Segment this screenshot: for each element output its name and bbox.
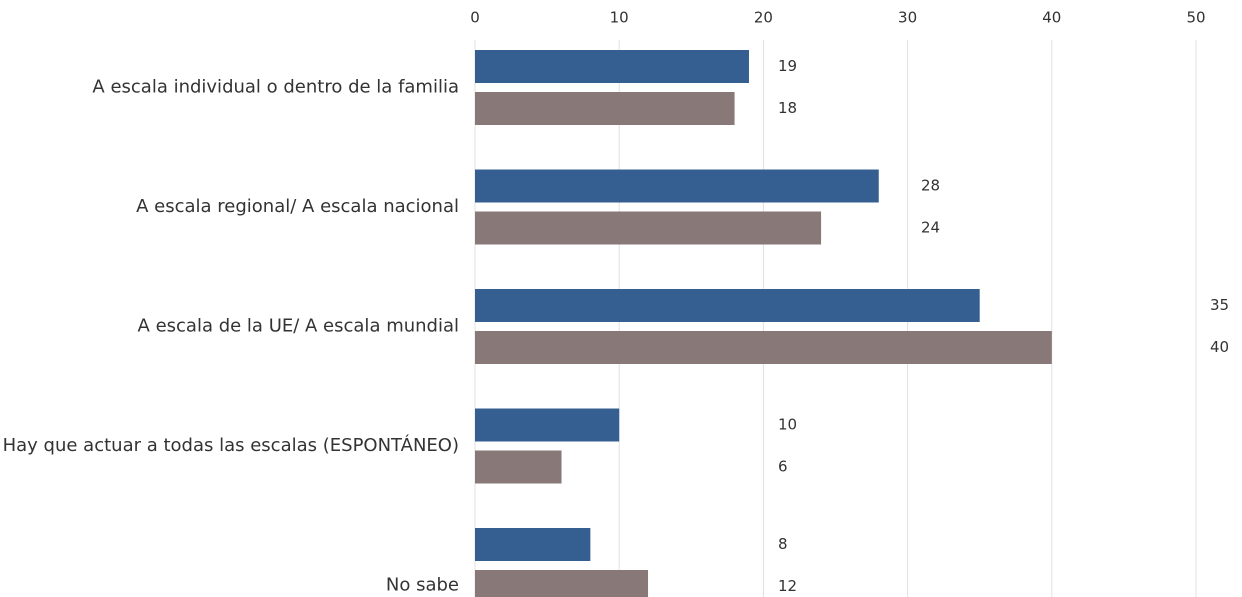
category-label: A escala regional/ A escala nacional <box>136 196 459 217</box>
bar <box>475 289 980 322</box>
x-tick-label: 50 <box>1186 9 1205 27</box>
category-label: A escala de la UE/ A escala mundial <box>138 316 459 337</box>
value-label: 12 <box>778 577 797 595</box>
x-tick-label: 0 <box>470 9 480 27</box>
value-label: 35 <box>1210 296 1229 314</box>
value-label: 24 <box>921 219 940 237</box>
category-label: No sabe <box>386 575 459 596</box>
bar <box>475 92 735 125</box>
bar <box>475 408 620 442</box>
x-tick-label: 10 <box>610 9 629 27</box>
bar <box>475 570 649 597</box>
value-label: 6 <box>778 458 788 476</box>
bar <box>475 528 591 561</box>
x-tick-label: 30 <box>898 9 917 27</box>
x-tick-label: 20 <box>754 9 773 27</box>
value-label: 8 <box>778 535 788 553</box>
value-label: 28 <box>921 177 940 195</box>
bar <box>475 169 879 203</box>
bar <box>475 50 749 83</box>
bar <box>475 450 562 484</box>
category-label: Hay que actuar a todas las escalas (ESPO… <box>3 434 459 456</box>
value-label: 18 <box>778 99 797 117</box>
bar <box>475 211 822 245</box>
value-label: 19 <box>778 57 797 75</box>
value-label: 10 <box>778 416 797 434</box>
value-label: 40 <box>1210 338 1229 356</box>
category-label: A escala individual o dentro de la famil… <box>92 77 459 98</box>
x-tick-label: 40 <box>1042 9 1061 27</box>
bar <box>475 331 1052 364</box>
